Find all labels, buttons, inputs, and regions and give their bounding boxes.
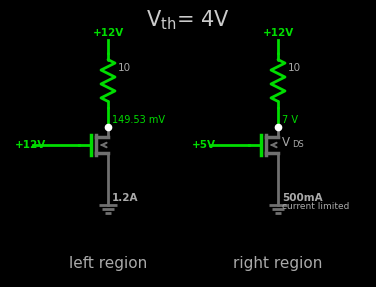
Text: 10: 10	[118, 63, 131, 73]
Text: +12V: +12V	[262, 28, 294, 38]
Text: +12V: +12V	[15, 140, 46, 150]
Text: 149.53 mV: 149.53 mV	[112, 115, 165, 125]
Text: V: V	[282, 136, 290, 149]
Text: 7 V: 7 V	[282, 115, 298, 125]
Text: 10: 10	[288, 63, 301, 73]
Text: left region: left region	[69, 256, 147, 271]
Text: 1.2A: 1.2A	[112, 193, 138, 203]
Text: V$_{\mathregular{th}}$= 4V: V$_{\mathregular{th}}$= 4V	[146, 8, 230, 32]
Text: +12V: +12V	[92, 28, 124, 38]
Text: 500mA: 500mA	[282, 193, 323, 203]
Text: current limited: current limited	[282, 202, 349, 211]
Text: right region: right region	[233, 256, 323, 271]
Text: DS: DS	[292, 140, 304, 149]
Text: +5V: +5V	[192, 140, 216, 150]
